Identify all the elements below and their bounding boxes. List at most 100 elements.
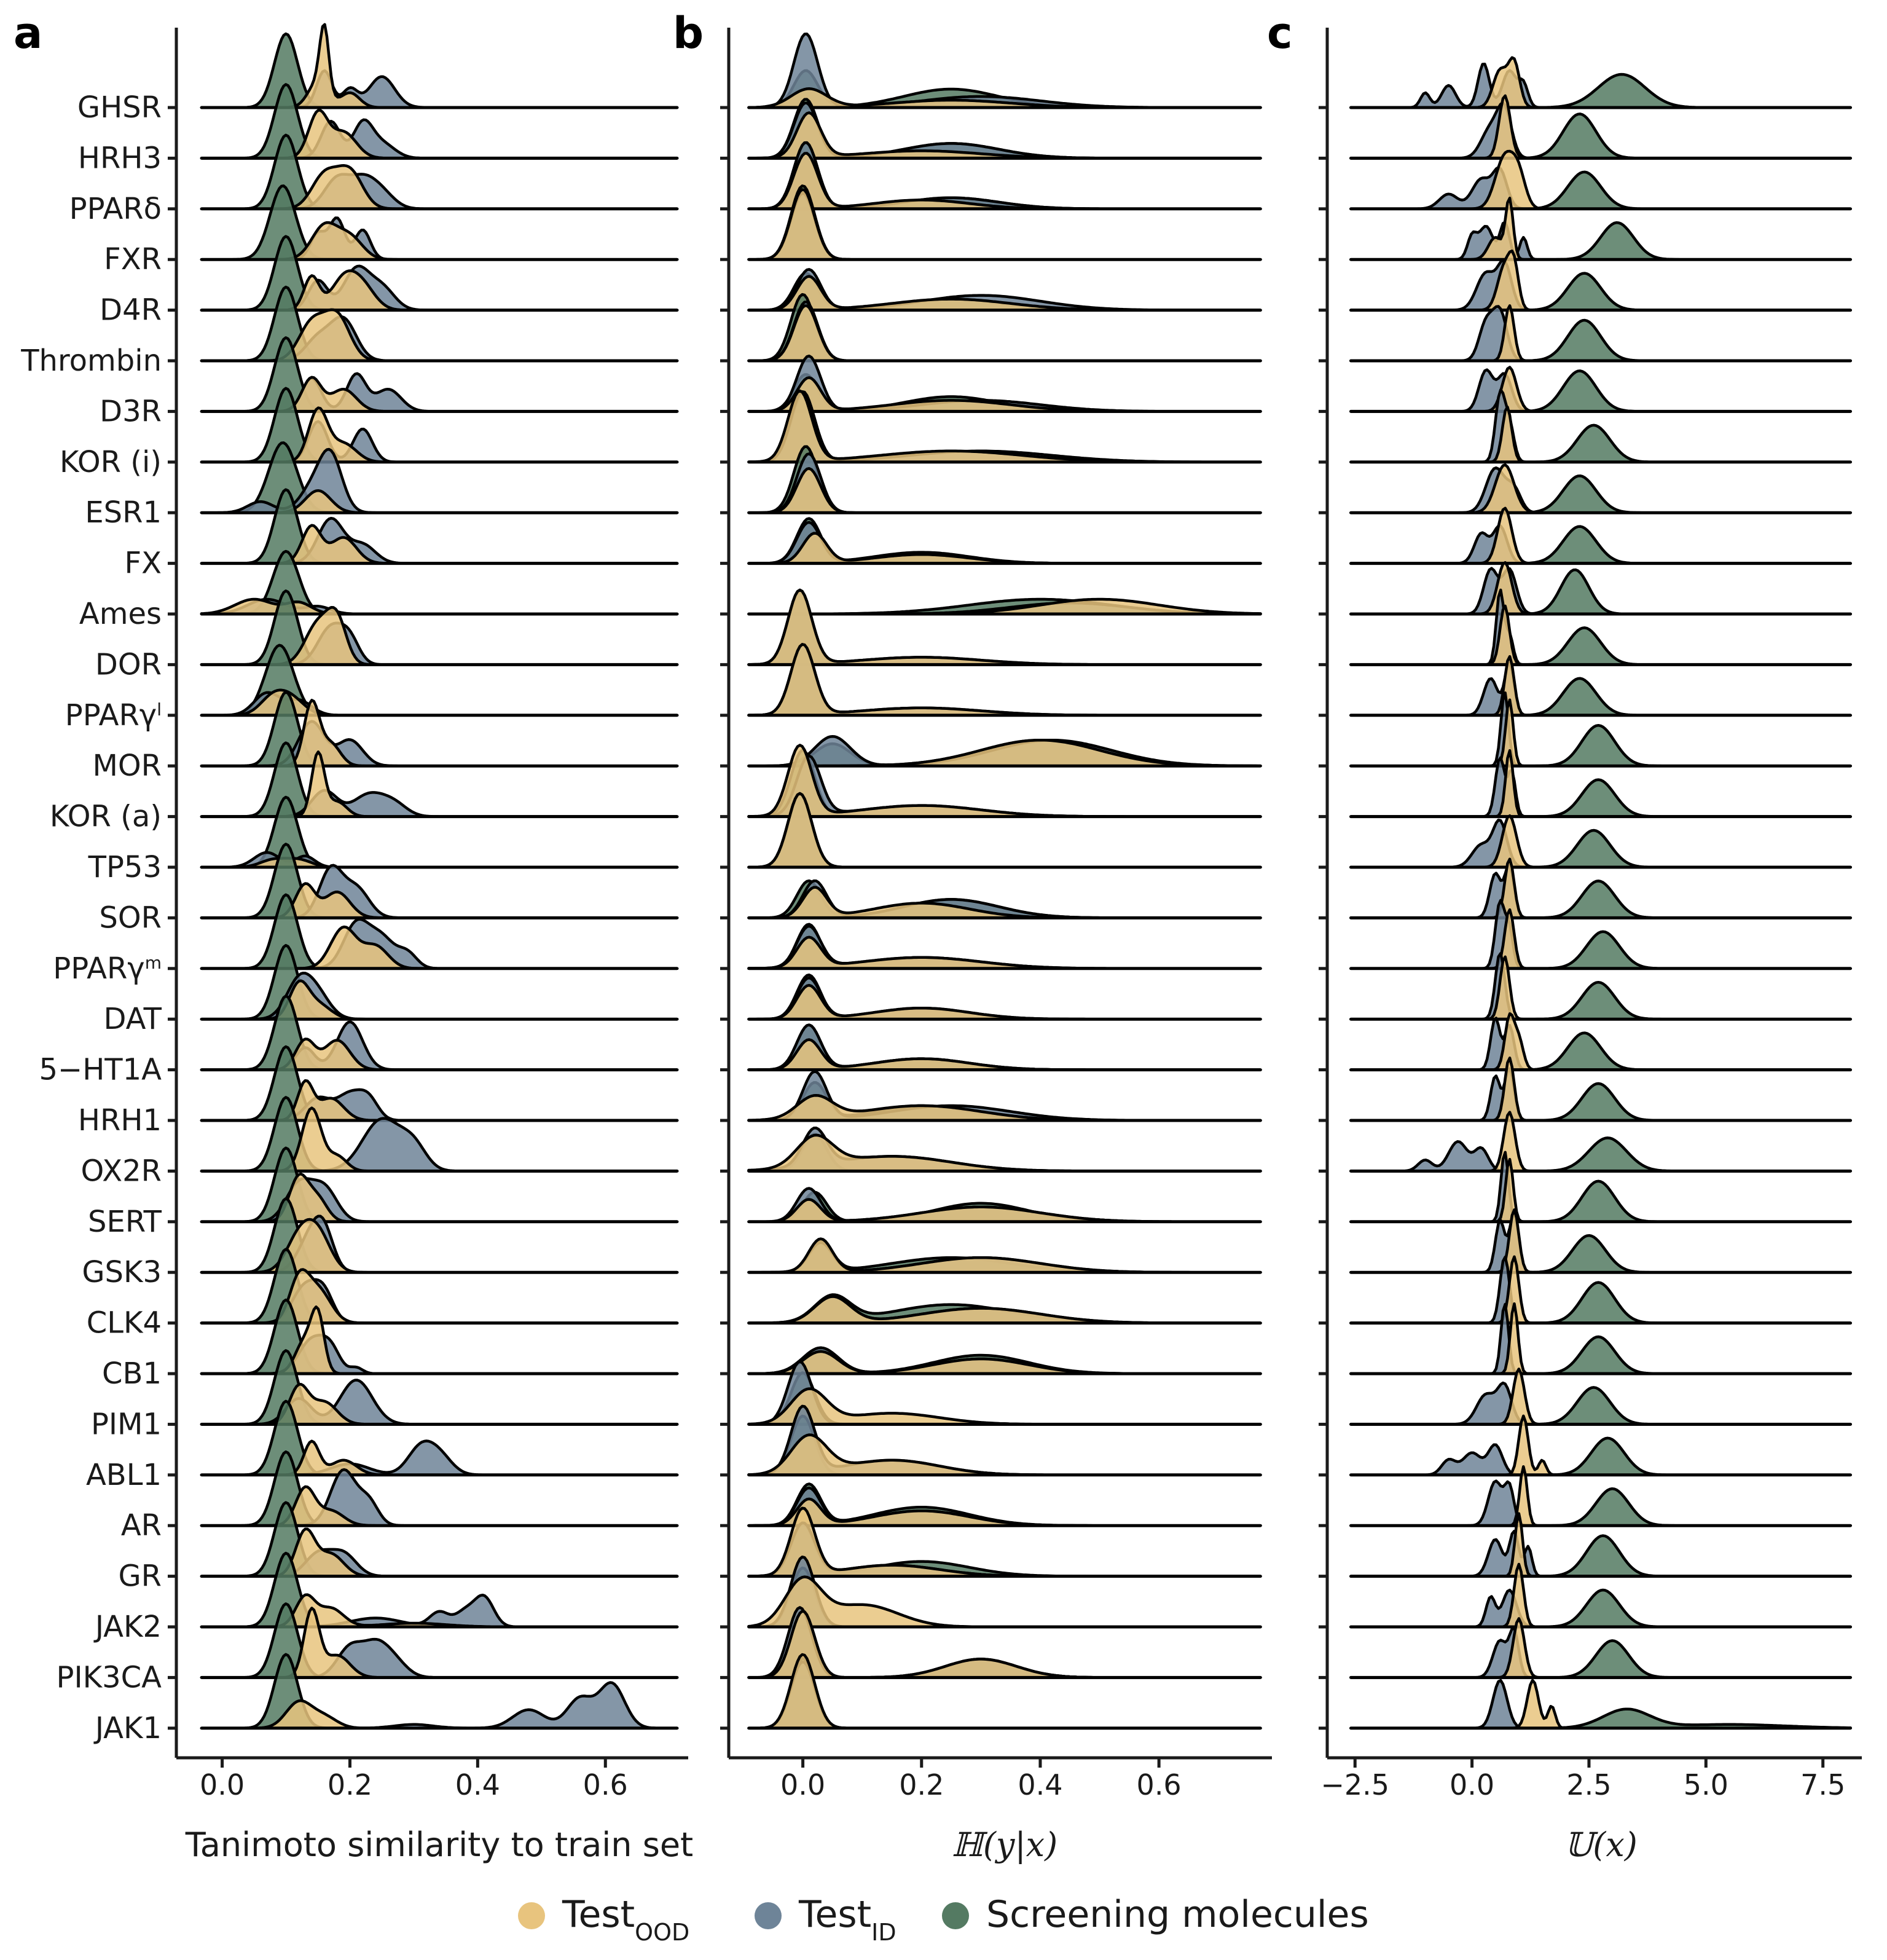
x-tick-label: 0.2 bbox=[899, 1768, 944, 1801]
density-screening bbox=[1349, 423, 1852, 464]
density-test_ood bbox=[747, 1295, 1262, 1324]
density-screening bbox=[1349, 778, 1852, 818]
ridge-row-14 bbox=[720, 734, 1262, 768]
ridge-row-16 bbox=[1319, 814, 1852, 869]
density-screening bbox=[1349, 1281, 1852, 1324]
ridge-row-6 bbox=[1319, 304, 1852, 363]
x-tick-label: 0.2 bbox=[328, 1768, 372, 1801]
ridge-row-1: GHSR bbox=[77, 23, 679, 125]
panel-c-uncertainty: −2.5 0.0 2.5 5.0 7.5 𝕌(x) bbox=[1319, 28, 1862, 1864]
density-screening bbox=[1349, 369, 1852, 413]
density-test_ood bbox=[747, 532, 1262, 565]
ridge-row-30 bbox=[1319, 1512, 1852, 1578]
ridge-row-18 bbox=[720, 923, 1262, 970]
ridge-row-10 bbox=[720, 517, 1262, 565]
category-label: HRH3 bbox=[78, 141, 162, 175]
category-label: PIK3CA bbox=[57, 1660, 162, 1694]
category-label: PPARδ bbox=[69, 192, 162, 226]
density-screening bbox=[1349, 1179, 1852, 1224]
ridge-row-21 bbox=[720, 1070, 1262, 1122]
ridge-row-1 bbox=[720, 32, 1262, 109]
category-label: TP53 bbox=[88, 850, 162, 884]
ridge-row-32 bbox=[1319, 1617, 1852, 1679]
x-tick-label: 0.6 bbox=[583, 1768, 628, 1801]
x-axis-title: ℍ(y|x) bbox=[952, 1825, 1057, 1864]
density-screening bbox=[1349, 723, 1852, 768]
ridge-row-14 bbox=[1319, 691, 1852, 768]
density-screening bbox=[1349, 1487, 1852, 1527]
ridge-row-20 bbox=[1319, 1012, 1852, 1072]
ridge-row-33 bbox=[1319, 1679, 1852, 1730]
x-tick-label: 5.0 bbox=[1684, 1768, 1728, 1801]
ridge-row-25 bbox=[720, 1293, 1262, 1325]
x-tick-label: 0.0 bbox=[1450, 1768, 1494, 1801]
ridge-row-5 bbox=[1319, 249, 1852, 312]
category-label: PIM1 bbox=[91, 1407, 162, 1441]
ridge-row-17 bbox=[1319, 857, 1852, 919]
ridge-row-28 bbox=[1319, 1414, 1852, 1477]
legend-label: Screening molecules bbox=[986, 1893, 1369, 1936]
x-tick-label: 0.4 bbox=[455, 1768, 500, 1801]
legend: TestOOD TestID Screening molecules bbox=[518, 1893, 1369, 1946]
ridge-row-6 bbox=[720, 293, 1262, 363]
ridge-row-2 bbox=[1319, 94, 1852, 160]
ridge-row-24 bbox=[720, 1237, 1262, 1274]
category-label: DOR bbox=[95, 647, 162, 682]
panel-a-tanimoto: GHSR HRH3 PPARδ FXR D4R Thrombin D3R KOR (i) ESR… bbox=[20, 23, 693, 1864]
category-label: ABL1 bbox=[86, 1458, 162, 1492]
ridge-row-1 bbox=[1319, 56, 1852, 109]
ridge-row-15 bbox=[1319, 749, 1852, 819]
ridge-row-9 bbox=[1319, 463, 1852, 514]
density-test_ood bbox=[747, 304, 1262, 363]
legend-item-test_id: TestID bbox=[755, 1893, 896, 1946]
density-screening bbox=[1349, 1436, 1852, 1477]
ridge-row-4 bbox=[720, 184, 1262, 261]
ridge-row-23 bbox=[720, 1187, 1262, 1224]
legend-label: TestOOD bbox=[562, 1893, 689, 1946]
ridge-row-29: AR bbox=[121, 1450, 679, 1543]
ridge-row-24 bbox=[1319, 1208, 1852, 1274]
ridge-row-24: GSK3 bbox=[82, 1197, 679, 1289]
ridge-row-10: FX bbox=[125, 488, 679, 581]
category-label: AR bbox=[121, 1508, 162, 1543]
category-label: GHSR bbox=[77, 90, 162, 125]
density-screening bbox=[1349, 930, 1852, 970]
ridge-row-19 bbox=[1319, 951, 1852, 1021]
ridge-row-13 bbox=[1319, 655, 1852, 717]
ridge-row-21 bbox=[1319, 1057, 1852, 1122]
ridge-row-28 bbox=[720, 1404, 1262, 1477]
ridge-row-3 bbox=[1319, 149, 1852, 211]
ridge-row-22 bbox=[1319, 1111, 1852, 1173]
x-tick-label: 7.5 bbox=[1800, 1768, 1845, 1801]
ridge-row-30: GR bbox=[118, 1501, 679, 1594]
ridge-row-29 bbox=[720, 1482, 1262, 1527]
category-label: Thrombin bbox=[20, 344, 162, 378]
ridge-row-20 bbox=[720, 1023, 1262, 1072]
category-label: MOR bbox=[92, 749, 162, 783]
category-label: GR bbox=[118, 1559, 162, 1594]
ridge-row-8 bbox=[1319, 388, 1852, 464]
legend-swatch bbox=[755, 1902, 782, 1929]
category-label: OX2R bbox=[81, 1154, 162, 1188]
category-label: D3R bbox=[100, 394, 162, 428]
category-label: PPARγm bbox=[53, 951, 162, 986]
panel-letter-a: a bbox=[14, 8, 42, 58]
legend-item-test_ood: TestOOD bbox=[518, 1893, 689, 1946]
ridge-row-6: Thrombin bbox=[20, 285, 679, 378]
x-tick-label: 0.6 bbox=[1137, 1768, 1182, 1801]
ridge-row-17: SOR bbox=[99, 843, 679, 935]
category-label: JAK2 bbox=[93, 1610, 162, 1644]
category-label: Ames bbox=[79, 597, 162, 631]
ridge-row-27: PIM1 bbox=[91, 1349, 679, 1441]
density-test_ood bbox=[747, 1133, 1262, 1173]
density-test_ood bbox=[747, 1093, 1262, 1122]
category-label: SOR bbox=[99, 900, 162, 935]
category-label: 5−HT1A bbox=[39, 1053, 162, 1087]
ridge-row-4 bbox=[1319, 197, 1852, 261]
category-label: KOR (i) bbox=[60, 445, 162, 479]
ridge-row-17 bbox=[720, 879, 1262, 919]
density-test_ood bbox=[747, 152, 1262, 211]
ridge-row-7 bbox=[1319, 366, 1852, 413]
ridge-row-2: HRH3 bbox=[78, 83, 679, 175]
category-label: KOR (a) bbox=[50, 800, 162, 834]
